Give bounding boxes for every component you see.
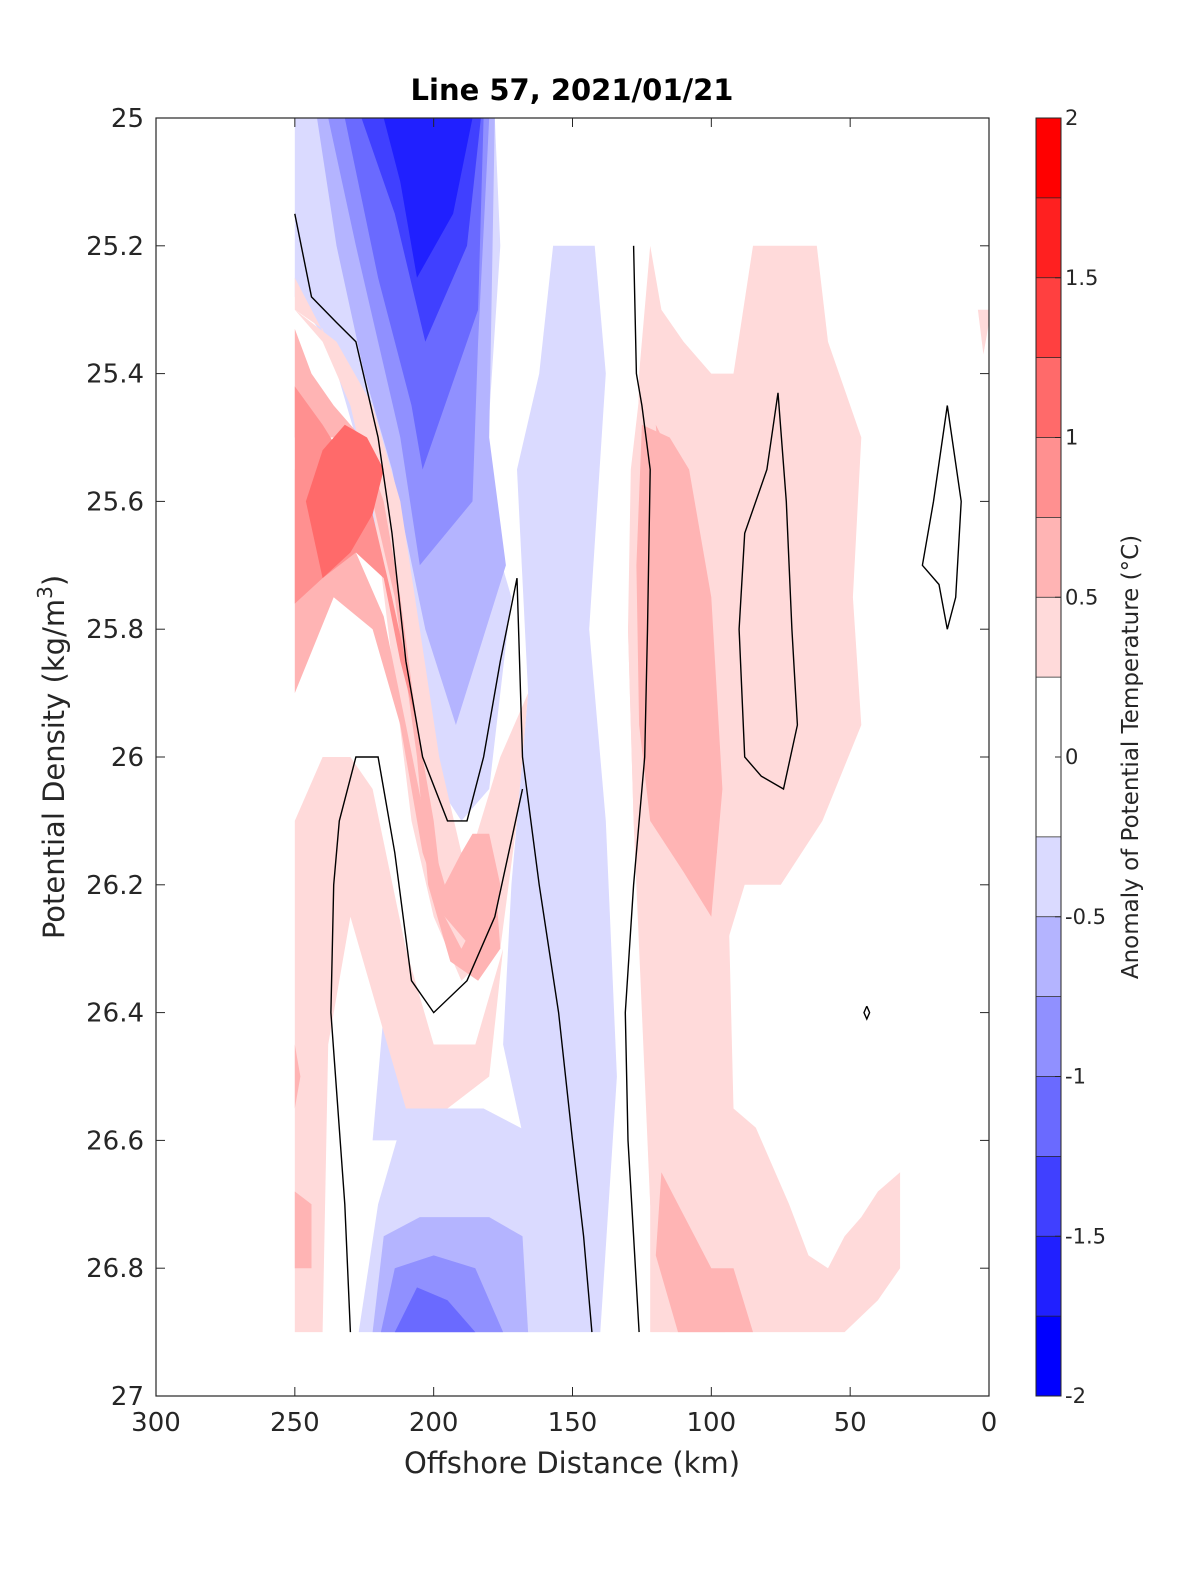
filled-region-6 — [503, 245, 617, 1333]
colorbar-swatch — [1036, 1076, 1061, 1157]
colorbar-swatch — [1036, 1156, 1061, 1237]
y-tick-label: 25.8 — [86, 615, 144, 645]
filled-region-26 — [294, 1191, 312, 1269]
filled-region-17 — [628, 373, 901, 1333]
colorbar-ticks: 2 1.5 1 0.5 0 -0.5 -1 -1.5 -2 — [1055, 106, 1106, 1408]
x-axis-label: Offshore Distance (km) — [404, 1446, 740, 1480]
zero-contour-line-5 — [863, 1005, 871, 1021]
y-tick-label: 26.2 — [86, 871, 144, 901]
colorbar-swatch — [1036, 357, 1061, 438]
x-tick-label: 0 — [981, 1408, 998, 1438]
x-tick-label: 300 — [131, 1408, 181, 1438]
filled-region-22 — [305, 424, 384, 579]
colorbar-swatch — [1036, 517, 1061, 598]
zero-contour-lines — [294, 213, 962, 1333]
colorbar-swatch — [1036, 437, 1061, 518]
y-axis-label-close: ) — [37, 575, 71, 586]
filled-region-25 — [655, 1172, 753, 1333]
y-axis-label-superscript: 3 — [33, 586, 57, 599]
colorbar-tick-label: 0.5 — [1065, 585, 1098, 609]
colorbar-swatch — [1036, 916, 1061, 997]
x-tick-label: 150 — [548, 1408, 598, 1438]
y-tick-label: 25 — [111, 104, 144, 134]
y-axis-label-main: Potential Density (kg/m — [37, 599, 71, 939]
colorbar — [1036, 118, 1061, 1396]
colorbar-title: Anomaly of Potential Temperature (°C) — [1118, 535, 1144, 979]
colorbar-tick-label: 0 — [1065, 745, 1078, 769]
colorbar-swatch — [1036, 996, 1061, 1077]
colorbar-tick-label: -0.5 — [1065, 905, 1106, 929]
x-tick-label: 100 — [687, 1408, 737, 1438]
colorbar-swatch — [1036, 197, 1061, 278]
y-tick-label: 25.6 — [86, 487, 144, 517]
zero-contour-line-2 — [624, 245, 651, 1333]
x-tick-label: 200 — [409, 1408, 459, 1438]
y-tick-label: 26 — [111, 743, 144, 773]
y-tick-label: 26.6 — [86, 1126, 144, 1156]
colorbar-swatch — [1036, 277, 1061, 358]
y-axis-ticks: 25 25.2 25.4 25.6 25.8 26 26.2 26.4 26.6 26.8 27 — [86, 104, 989, 1412]
filled-contours — [294, 118, 989, 1333]
filled-region-24 — [636, 424, 723, 917]
colorbar-swatch — [1036, 1236, 1061, 1317]
x-axis-ticks: 300 250 200 150 100 50 0 — [131, 118, 997, 1438]
colorbar-swatch — [1036, 1316, 1061, 1396]
y-tick-label: 26.8 — [86, 1254, 144, 1284]
colorbar-swatch — [1036, 836, 1061, 917]
zero-contour-line-3 — [738, 392, 799, 791]
colorbar-tick-label: 1 — [1065, 426, 1078, 450]
chart-title: Line 57, 2021/01/21 — [411, 73, 734, 107]
zero-contour-line-4 — [921, 405, 962, 630]
filled-region-20 — [294, 469, 501, 949]
filled-region-27 — [294, 1044, 301, 1109]
colorbar-tick-label: 1.5 — [1065, 266, 1098, 290]
colorbar-swatch — [1036, 118, 1061, 198]
filled-region-5 — [383, 118, 473, 278]
zero-contour-line-0 — [294, 213, 593, 1333]
colorbar-swatch — [1036, 597, 1061, 678]
colorbar-tick-label: -1 — [1065, 1065, 1086, 1089]
y-tick-label: 25.4 — [86, 360, 144, 390]
x-tick-label: 250 — [270, 1408, 320, 1438]
filled-region-14 — [294, 757, 504, 1333]
y-tick-label: 27 — [111, 1382, 144, 1412]
x-tick-label: 50 — [834, 1408, 867, 1438]
colorbar-tick-label: -2 — [1065, 1384, 1086, 1408]
y-tick-label: 26.4 — [86, 999, 144, 1029]
colorbar-tick-label: -1.5 — [1065, 1224, 1106, 1248]
colorbar-tick-label: 2 — [1065, 106, 1078, 130]
zero-contour-line-1 — [330, 756, 524, 1333]
y-tick-label: 25.2 — [86, 232, 144, 262]
y-axis-label: Potential Density (kg/m3) — [33, 575, 71, 939]
filled-region-11 — [394, 1287, 476, 1333]
filled-region-18 — [977, 309, 989, 355]
